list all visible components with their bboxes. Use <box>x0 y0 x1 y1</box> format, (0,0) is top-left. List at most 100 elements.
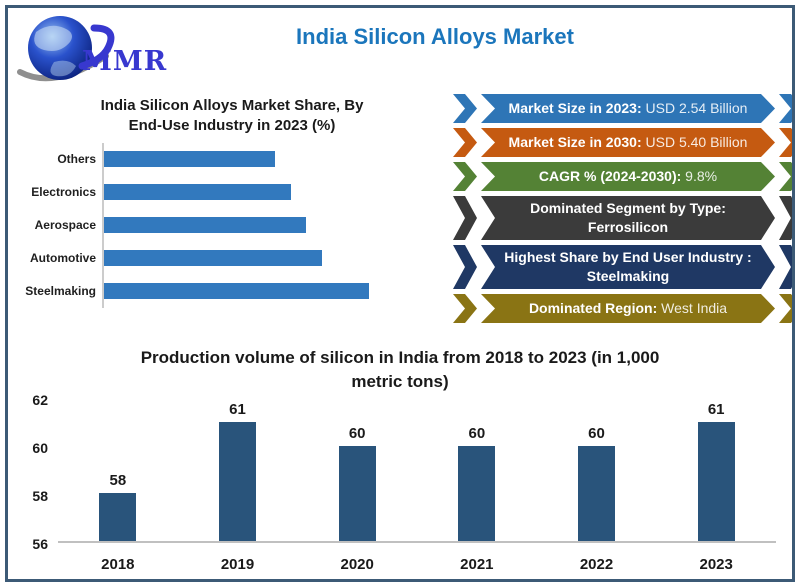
production-chart: Production volume of silicon in India fr… <box>18 346 782 579</box>
banner-tip-chevron-icon <box>779 245 795 289</box>
banner-label: CAGR % (2024-2030): <box>538 168 682 185</box>
banner-label: Highest Share by End User Industry : <box>504 249 752 266</box>
value-label: 60 <box>468 424 486 442</box>
globe-icon <box>17 16 115 82</box>
bar <box>338 445 376 541</box>
bar <box>219 422 256 541</box>
category-label: Automotive <box>30 251 96 266</box>
bar <box>99 493 137 541</box>
logo-text: MMR <box>82 46 168 77</box>
category-label: Aerospace <box>34 218 96 233</box>
bar-track <box>102 208 448 242</box>
banner-value: USD 2.54 Billion <box>641 100 748 117</box>
y-tick-label: 58 <box>32 487 48 504</box>
y-tick-label: 62 <box>32 391 48 408</box>
share-plot: Others Electronics Aerospace Automotive Stee… <box>16 142 448 308</box>
category-label: Others <box>57 152 96 167</box>
banner-value: Steelmaking <box>586 268 670 284</box>
mmr-logo: MMR <box>14 10 194 90</box>
banner-tip-chevron-icon <box>779 196 795 240</box>
y-axis: 56 58 60 62 <box>18 392 52 552</box>
banner-value: USD 5.40 Billion <box>641 134 748 151</box>
category-label: Electronics <box>31 185 96 200</box>
market-share-chart: India Silicon Alloys Market Share, By En… <box>16 96 448 308</box>
banner-tip-chevron-icon <box>779 94 795 123</box>
bar <box>104 283 369 300</box>
banner-body: Market Size in 2030: USD 5.40 Billion <box>481 128 775 157</box>
bar-track <box>102 241 448 275</box>
bar <box>458 445 496 541</box>
stat-banner-6: Dominated Region: West India <box>453 294 795 323</box>
value-label: 58 <box>109 472 127 490</box>
bar <box>104 250 322 267</box>
year-label: 2018 <box>101 556 135 574</box>
bar-column: 61 <box>656 399 776 541</box>
banner-tip-chevron-icon <box>779 294 795 323</box>
value-label: 61 <box>707 401 725 419</box>
value-label: 60 <box>348 424 366 442</box>
banner-tail-chevron-icon <box>453 196 477 240</box>
bar-column: 61 <box>178 399 298 541</box>
banner-label: Market Size in 2030: <box>508 134 642 151</box>
stat-banner-5: Highest Share by End User Industry : Stee… <box>453 245 795 289</box>
banner-tip-chevron-icon <box>779 128 795 157</box>
banner-body: CAGR % (2024-2030): 9.8% <box>481 162 775 191</box>
banner-body: Highest Share by End User Industry : Stee… <box>481 245 775 289</box>
bar-column: 60 <box>297 399 417 541</box>
banner-body: Dominated Segment by Type: Ferrosilicon <box>481 196 775 240</box>
stat-banner-4: Dominated Segment by Type: Ferrosilicon <box>453 196 795 240</box>
stat-banners: Market Size in 2023: USD 2.54 Billion Mar… <box>453 94 795 328</box>
banner-tail-chevron-icon <box>453 245 477 289</box>
y-tick-label: 56 <box>32 535 48 552</box>
page-frame: MMR India Silicon Alloys Market India Si… <box>5 5 795 582</box>
bar <box>104 217 307 234</box>
banner-value: 9.8% <box>681 168 718 185</box>
plot-area: 58 61 60 60 60 61 <box>58 399 776 543</box>
banner-value: West India <box>657 300 728 317</box>
bar <box>104 151 275 168</box>
banner-label: Dominated Region: <box>528 300 658 317</box>
share-bar-row: Aerospace <box>16 208 448 242</box>
bar-track <box>102 142 448 176</box>
production-chart-title-line1: Production volume of silicon in India fr… <box>140 348 660 367</box>
banner-label: Market Size in 2023: <box>508 100 642 117</box>
year-label: 2020 <box>340 556 374 574</box>
banner-body: Dominated Region: West India <box>481 294 775 323</box>
x-axis-labels: 2018 2019 2020 2021 2022 2023 <box>58 551 776 579</box>
value-label: 60 <box>588 424 605 442</box>
page-title: India Silicon Alloys Market <box>296 24 574 49</box>
year-label: 2023 <box>699 556 733 574</box>
bar <box>697 422 735 541</box>
production-chart-title-line2: metric tons) <box>351 371 449 391</box>
banner-tail-chevron-icon <box>453 294 477 323</box>
share-chart-title-line1: India Silicon Alloys Market Share, By <box>100 97 364 114</box>
stat-banner-3: CAGR % (2024-2030): 9.8% <box>453 162 795 191</box>
stat-banner-2: Market Size in 2030: USD 5.40 Billion <box>453 128 795 157</box>
banner-tail-chevron-icon <box>453 94 477 123</box>
bar <box>578 445 616 541</box>
production-chart-title: Production volume of silicon in India fr… <box>18 346 782 394</box>
share-bar-row: Electronics <box>16 175 448 209</box>
share-bar-row: Automotive <box>16 241 448 275</box>
production-plot: 56 58 60 62 58 61 60 60 60 61 2018 2019 2020 2021 20… <box>18 392 782 579</box>
banner-text: CAGR % (2024-2030): 9.8% <box>497 167 759 186</box>
year-label: 2019 <box>220 556 255 574</box>
banner-text: Market Size in 2023: USD 2.54 Billion <box>497 99 759 118</box>
banner-tip-chevron-icon <box>779 162 795 191</box>
stat-banner-1: Market Size in 2023: USD 2.54 Billion <box>453 94 795 123</box>
year-label: 2022 <box>579 556 614 574</box>
banner-value: Ferrosilicon <box>587 219 669 235</box>
bar-column: 58 <box>58 399 178 541</box>
bar-column: 60 <box>537 399 657 541</box>
category-label: Steelmaking <box>25 284 96 299</box>
banner-text: Market Size in 2030: USD 5.40 Billion <box>497 133 759 152</box>
share-bar-row: Others <box>16 142 448 176</box>
share-bar-row: Steelmaking <box>16 274 448 308</box>
banner-text: Dominated Region: West India <box>497 299 759 318</box>
bar-column: 60 <box>417 399 537 541</box>
bar-track <box>102 274 448 308</box>
share-chart-title: India Silicon Alloys Market Share, By En… <box>16 96 448 136</box>
share-chart-title-line2: End-Use Industry in 2023 (%) <box>128 116 336 134</box>
year-label: 2021 <box>460 556 494 574</box>
